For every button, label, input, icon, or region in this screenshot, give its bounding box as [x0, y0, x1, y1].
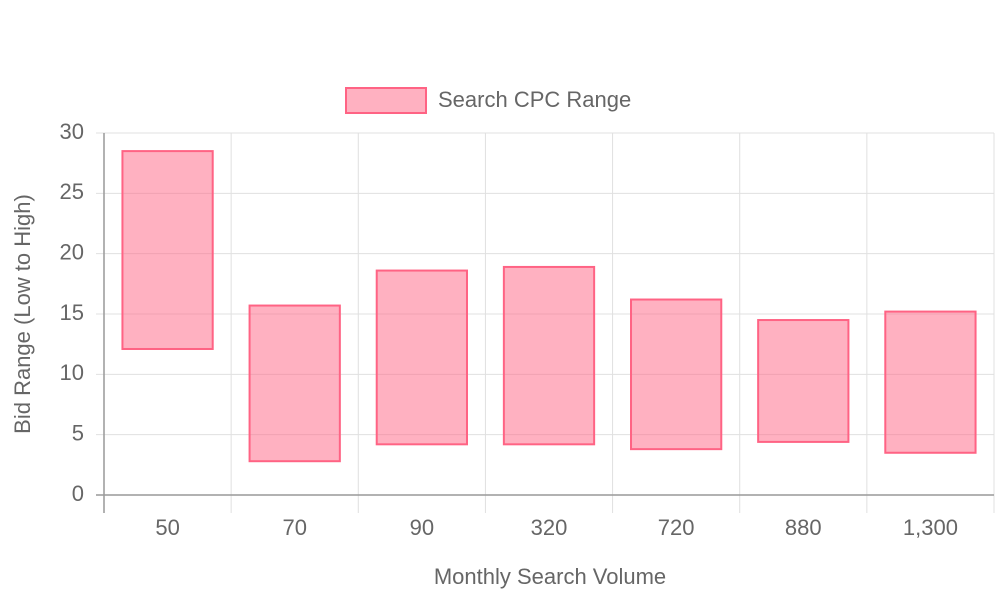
x-axis-label: Monthly Search Volume	[434, 564, 666, 589]
y-tick-label: 10	[60, 360, 84, 385]
y-axis-label: Bid Range (Low to High)	[10, 194, 35, 434]
x-tick-label: 70	[282, 515, 306, 540]
x-tick-label: 880	[785, 515, 822, 540]
x-tick-label: 1,300	[903, 515, 958, 540]
y-tick-label: 15	[60, 300, 84, 325]
bar	[121, 150, 214, 350]
bar	[884, 310, 977, 454]
x-tick-label: 50	[155, 515, 179, 540]
bar	[630, 298, 723, 451]
bar	[248, 304, 341, 463]
y-tick-label: 25	[60, 179, 84, 204]
legend-swatch	[345, 87, 427, 114]
legend-label: Search CPC Range	[438, 87, 631, 112]
bar	[375, 269, 468, 446]
bar	[757, 319, 850, 443]
x-tick-label: 720	[658, 515, 695, 540]
y-tick-label: 5	[72, 420, 84, 445]
y-tick-label: 0	[72, 481, 84, 506]
x-tick-label: 90	[410, 515, 434, 540]
y-tick-label: 30	[60, 119, 84, 144]
y-tick-label: 20	[60, 239, 84, 264]
bar	[502, 265, 596, 446]
x-tick-label: 320	[531, 515, 568, 540]
